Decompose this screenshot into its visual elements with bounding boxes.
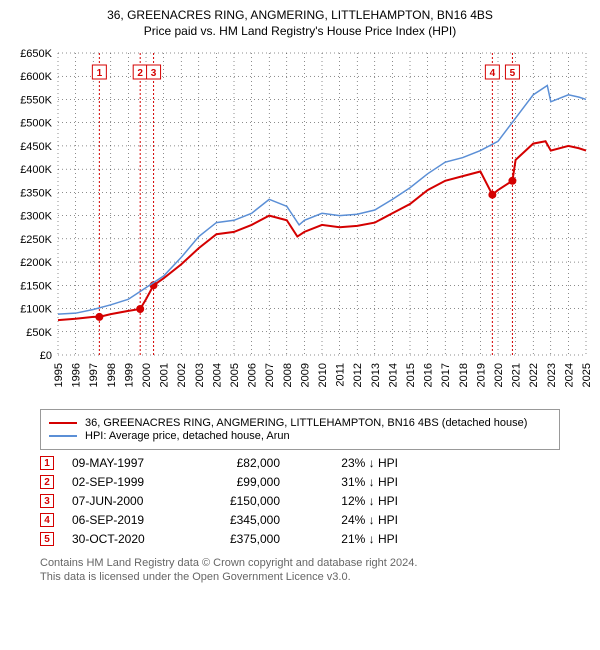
x-tick-label: 2020 xyxy=(493,363,505,387)
y-tick-label: £450K xyxy=(20,141,52,153)
event-row-date: 02-SEP-1999 xyxy=(72,475,172,489)
y-tick-label: £500K xyxy=(20,118,52,130)
x-tick-label: 1998 xyxy=(106,363,118,387)
x-tick-label: 2008 xyxy=(282,363,294,387)
y-tick-label: £100K xyxy=(20,304,52,316)
x-tick-label: 2025 xyxy=(581,363,592,387)
x-tick-label: 2017 xyxy=(440,363,452,387)
x-tick-label: 2003 xyxy=(194,363,206,387)
event-marker-number: 4 xyxy=(490,68,496,79)
chart-container: £0 £50K £100K £150K £200K £250K £300K £350K £400… xyxy=(8,45,592,405)
event-row-diff: 31% ↓ HPI xyxy=(298,475,398,489)
y-tick-label: £200K xyxy=(20,257,52,269)
event-row-marker: 2 xyxy=(40,475,54,489)
x-tick-label: 2018 xyxy=(458,363,470,387)
event-row-price: £82,000 xyxy=(190,456,280,470)
x-tick-label: 2011 xyxy=(335,363,347,387)
attribution-line-2: This data is licensed under the Open Gov… xyxy=(40,570,592,584)
x-tick-label: 2014 xyxy=(387,363,399,387)
x-tick-label: 2019 xyxy=(475,363,487,387)
x-tick-label: 2001 xyxy=(159,363,171,387)
x-tick-label: 2022 xyxy=(528,363,540,387)
event-row-diff: 24% ↓ HPI xyxy=(298,513,398,527)
y-tick-label: £300K xyxy=(20,211,52,223)
x-tick-label: 2015 xyxy=(405,363,417,387)
x-tick-label: 2002 xyxy=(176,363,188,387)
events-table: 1 09-MAY-1997 £82,000 23% ↓ HPI 2 02-SEP-1999… xyxy=(40,456,592,546)
x-tick-label: 2021 xyxy=(511,363,523,387)
legend: 36, GREENACRES RING, ANGMERING, LITTLEHA… xyxy=(40,409,560,450)
event-row-price: £150,000 xyxy=(190,494,280,508)
x-tick-label: 2007 xyxy=(264,363,276,387)
y-tick-label: £150K xyxy=(20,280,52,292)
event-row: 5 30-OCT-2020 £375,000 21% ↓ HPI xyxy=(40,532,592,546)
x-tick-label: 2010 xyxy=(317,363,329,387)
event-row-date: 06-SEP-2019 xyxy=(72,513,172,527)
event-row-price: £375,000 xyxy=(190,532,280,546)
event-row-diff: 21% ↓ HPI xyxy=(298,532,398,546)
legend-row: HPI: Average price, detached house, Arun xyxy=(49,430,551,442)
y-tick-label: £600K xyxy=(20,71,52,83)
x-tick-label: 2023 xyxy=(546,363,558,387)
x-tick-label: 2000 xyxy=(141,363,153,387)
x-tick-label: 2005 xyxy=(229,363,241,387)
event-row: 2 02-SEP-1999 £99,000 31% ↓ HPI xyxy=(40,475,592,489)
x-tick-label: 1995 xyxy=(53,363,65,387)
x-tick-label: 2024 xyxy=(563,363,575,387)
event-marker-number: 3 xyxy=(151,68,157,79)
attribution-line-1: Contains HM Land Registry data © Crown c… xyxy=(40,556,592,570)
chart-title-block: 36, GREENACRES RING, ANGMERING, LITTLEHA… xyxy=(8,8,592,39)
event-row-marker: 1 xyxy=(40,456,54,470)
event-row-diff: 12% ↓ HPI xyxy=(298,494,398,508)
x-tick-label: 2016 xyxy=(423,363,435,387)
event-marker-number: 1 xyxy=(97,68,103,79)
title-line-2: Price paid vs. HM Land Registry's House … xyxy=(8,24,592,40)
legend-swatch xyxy=(49,435,77,437)
event-row-date: 30-OCT-2020 xyxy=(72,532,172,546)
event-row: 4 06-SEP-2019 £345,000 24% ↓ HPI xyxy=(40,513,592,527)
event-row-date: 09-MAY-1997 xyxy=(72,456,172,470)
legend-label: HPI: Average price, detached house, Arun xyxy=(85,430,290,442)
event-marker-number: 5 xyxy=(510,68,516,79)
event-marker-number: 2 xyxy=(137,68,143,79)
x-tick-label: 2004 xyxy=(211,363,223,387)
event-row-marker: 5 xyxy=(40,532,54,546)
y-tick-label: £350K xyxy=(20,188,52,200)
x-tick-label: 1999 xyxy=(123,363,135,387)
event-row-marker: 3 xyxy=(40,494,54,508)
x-tick-label: 1997 xyxy=(88,363,100,387)
series-hpi xyxy=(58,86,586,315)
y-tick-label: £650K xyxy=(20,48,52,60)
x-tick-label: 2012 xyxy=(352,363,364,387)
legend-label: 36, GREENACRES RING, ANGMERING, LITTLEHA… xyxy=(85,417,527,429)
y-tick-label: £250K xyxy=(20,234,52,246)
y-tick-label: £550K xyxy=(20,95,52,107)
event-row-price: £345,000 xyxy=(190,513,280,527)
y-tick-label: £400K xyxy=(20,164,52,176)
y-tick-label: £50K xyxy=(26,327,52,339)
event-row-date: 07-JUN-2000 xyxy=(72,494,172,508)
x-tick-label: 1996 xyxy=(71,363,83,387)
x-tick-label: 2009 xyxy=(299,363,311,387)
x-tick-label: 2006 xyxy=(247,363,259,387)
y-tick-label: £0 xyxy=(40,350,52,362)
legend-row: 36, GREENACRES RING, ANGMERING, LITTLEHA… xyxy=(49,417,551,429)
title-line-1: 36, GREENACRES RING, ANGMERING, LITTLEHA… xyxy=(8,8,592,24)
attribution: Contains HM Land Registry data © Crown c… xyxy=(40,556,592,585)
event-row: 1 09-MAY-1997 £82,000 23% ↓ HPI xyxy=(40,456,592,470)
legend-swatch xyxy=(49,422,77,424)
price-chart: £0 £50K £100K £150K £200K £250K £300K £350K £400… xyxy=(8,45,592,405)
event-row-diff: 23% ↓ HPI xyxy=(298,456,398,470)
event-row-marker: 4 xyxy=(40,513,54,527)
event-row: 3 07-JUN-2000 £150,000 12% ↓ HPI xyxy=(40,494,592,508)
x-tick-label: 2013 xyxy=(370,363,382,387)
event-row-price: £99,000 xyxy=(190,475,280,489)
